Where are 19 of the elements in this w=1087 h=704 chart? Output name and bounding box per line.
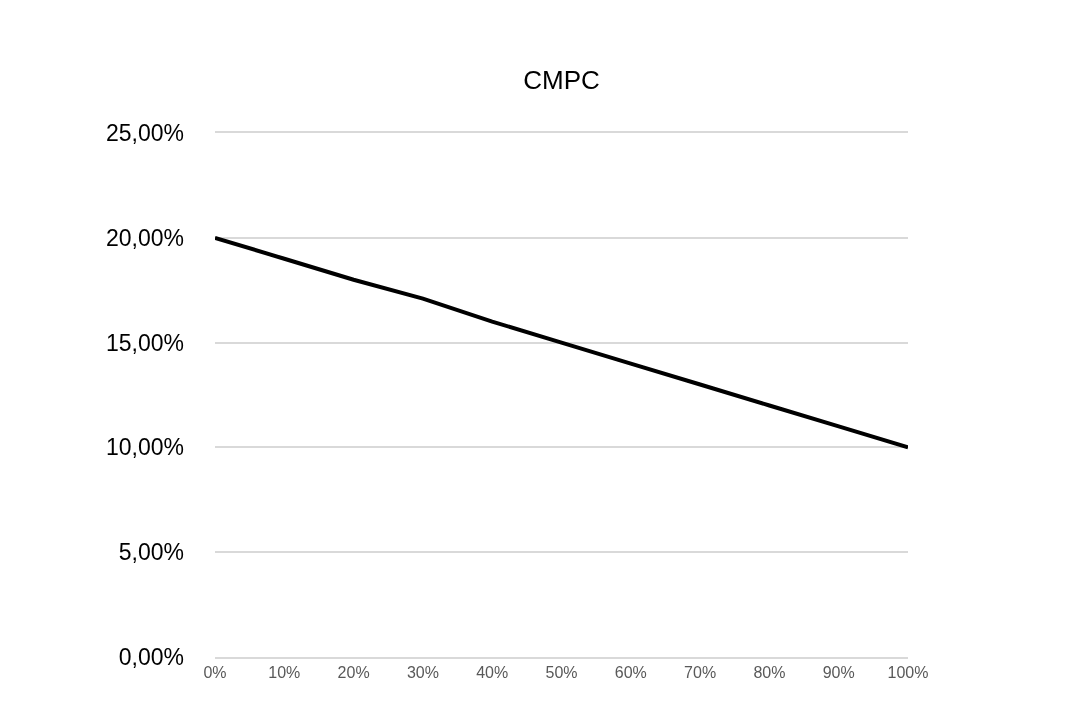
chart-title: CMPC: [523, 65, 600, 96]
x-tick-label: 60%: [614, 663, 647, 681]
y-tick-label: 0,00%: [118, 644, 184, 671]
y-tick-label: 5,00%: [118, 539, 184, 566]
y-tick-label: 15,00%: [105, 329, 184, 356]
x-tick-label: 100%: [887, 663, 929, 681]
x-tick-label: 20%: [337, 663, 370, 681]
x-tick-label: 80%: [753, 663, 786, 681]
x-tick-label: 50%: [545, 663, 578, 681]
x-tick-label: 0%: [203, 663, 227, 681]
x-tick-label: 90%: [822, 663, 855, 681]
y-tick-label: 10,00%: [105, 434, 184, 461]
x-tick-label: 30%: [406, 663, 439, 681]
y-tick-label: 20,00%: [105, 224, 184, 251]
x-tick-label: 10%: [268, 663, 301, 681]
line-series: [215, 235, 908, 450]
y-tick-label: 25,00%: [105, 120, 184, 147]
x-tick-label: 40%: [476, 663, 509, 681]
x-tick-label: 70%: [684, 663, 717, 681]
